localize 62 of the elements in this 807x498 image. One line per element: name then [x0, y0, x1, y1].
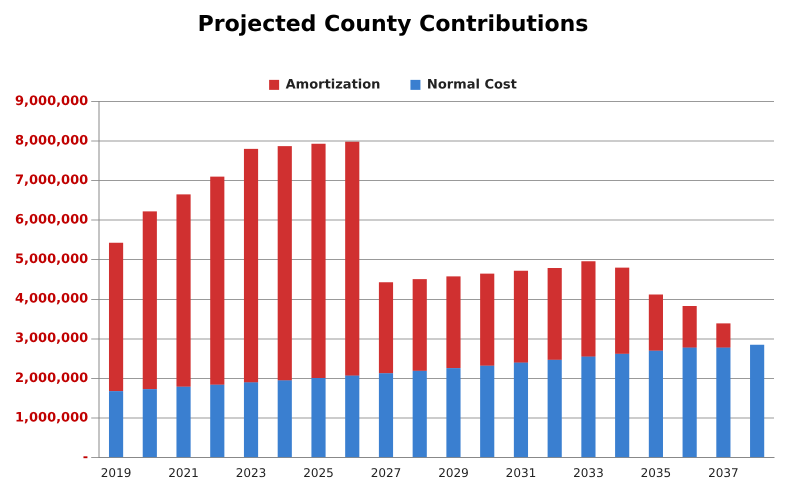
x-tick-label: 2035: [640, 466, 672, 480]
x-tick-label: 2029: [438, 466, 469, 480]
bar: [108, 391, 124, 458]
y-tick-label: 5,000,000: [14, 252, 88, 268]
bar: [244, 148, 258, 382]
bar: [682, 348, 697, 458]
y-tick-label: 3,000,000: [14, 331, 88, 346]
bar: [378, 373, 394, 458]
bar: [142, 211, 157, 390]
y-tick-label: 2,000,000: [14, 370, 88, 386]
bar: [514, 362, 528, 458]
x-tick-label: 2019: [100, 466, 132, 480]
bar: [648, 294, 663, 351]
x-tick-label: 2021: [168, 466, 199, 480]
bar: [480, 366, 494, 458]
bar: [412, 279, 427, 371]
bar: [210, 176, 224, 385]
bar: [615, 354, 630, 458]
bar: [176, 194, 191, 387]
bar: [176, 386, 191, 458]
bar: [716, 323, 730, 348]
y-tick-label: 1,000,000: [14, 410, 88, 426]
bar: [682, 306, 697, 348]
y-tick-label: -: [82, 450, 88, 465]
bar: [716, 348, 730, 458]
chart-title: Projected County Contributions: [198, 12, 588, 37]
bar: [210, 384, 224, 458]
bar: [142, 389, 157, 458]
bar: [345, 376, 360, 458]
bar: [446, 368, 461, 458]
bar: [648, 350, 663, 458]
bar: [378, 282, 394, 374]
bar: [412, 370, 427, 458]
x-tick-label: 2031: [506, 466, 536, 480]
y-tick-label: 8,000,000: [14, 133, 88, 148]
y-tick-label: 4,000,000: [14, 292, 88, 307]
x-tick-label: 2037: [708, 466, 739, 480]
bar: [581, 356, 596, 458]
x-tick-label: 2025: [303, 466, 334, 480]
bar: [311, 144, 326, 378]
x-tick-label: 2033: [573, 466, 604, 480]
x-tick-label: 2027: [370, 466, 402, 480]
y-tick-label: 9,000,000: [14, 94, 88, 109]
bar: [278, 380, 292, 458]
bar: [244, 382, 258, 458]
legend-label: Normal Cost: [426, 77, 517, 92]
bar: [514, 270, 528, 363]
bar: [345, 142, 360, 376]
legend-label: Amortization: [286, 77, 380, 92]
bar: [548, 268, 562, 360]
x-tick-label: 2023: [236, 466, 266, 480]
bar: [108, 242, 124, 392]
bar: [278, 146, 292, 380]
y-tick-label: 6,000,000: [14, 212, 88, 228]
bar: [581, 261, 596, 357]
bar: [615, 268, 630, 354]
bar: [548, 360, 562, 458]
bar: [446, 276, 461, 368]
bar: [480, 274, 494, 366]
bar: [750, 344, 764, 458]
bar: [311, 378, 326, 458]
y-tick-label: 7,000,000: [14, 172, 88, 188]
